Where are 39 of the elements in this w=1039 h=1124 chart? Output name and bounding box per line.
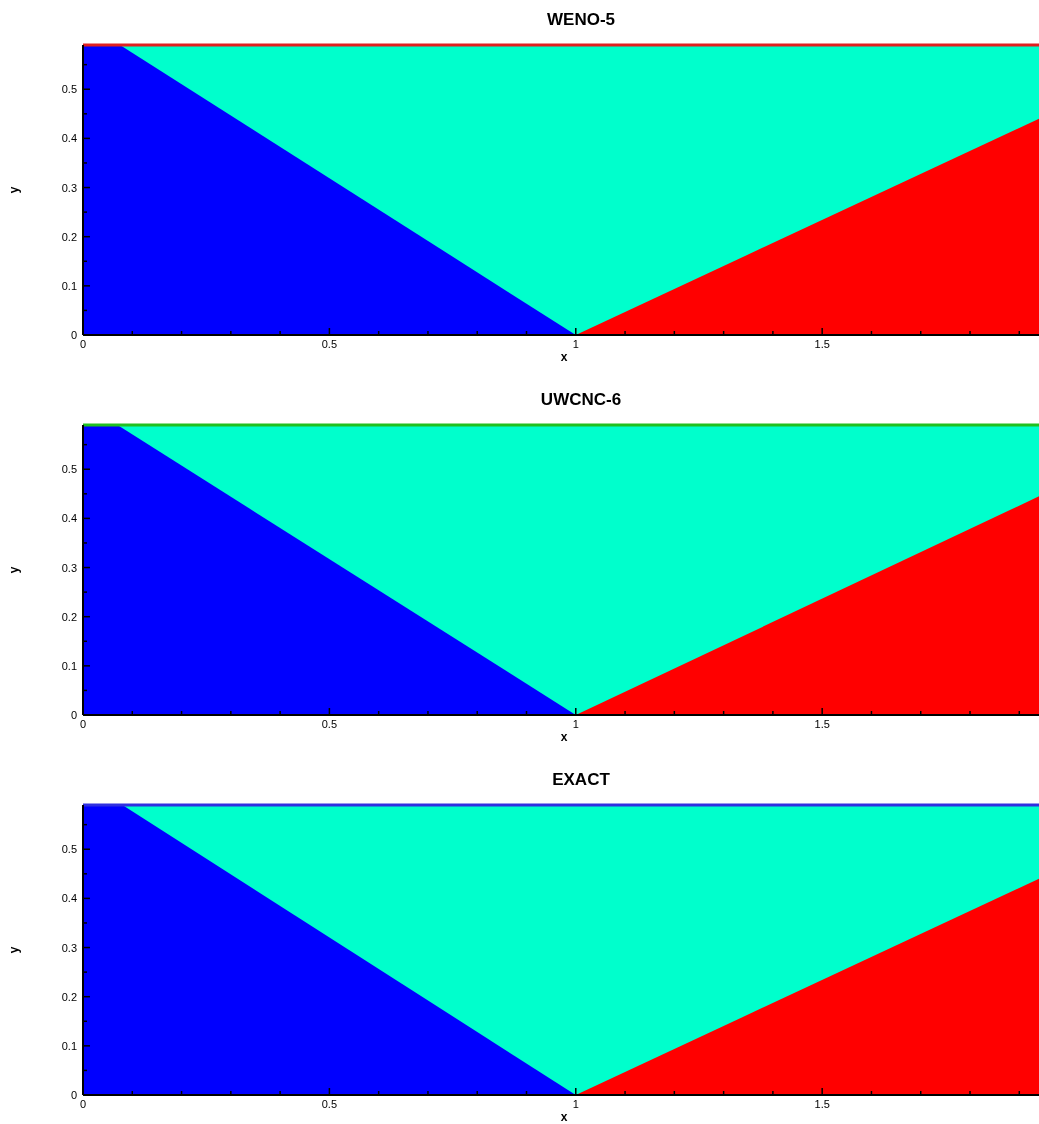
y-tick-label: 0.4: [61, 892, 77, 905]
x-tick-label: 0: [79, 718, 87, 730]
y-tick-label: 0.4: [61, 132, 77, 145]
y-tick-label: 0: [70, 1089, 77, 1101]
x-tick-label: 1.5: [814, 718, 830, 730]
chart-title: WENO-5: [547, 10, 615, 29]
y-tick-label: 0: [70, 329, 77, 341]
y-tick-label: 0.1: [61, 279, 77, 292]
y-tick-label: 0.5: [61, 843, 77, 856]
x-tick-label: 0: [79, 1098, 87, 1110]
x-tick-label: 0.5: [321, 1098, 338, 1110]
x-tick-label: 1.5: [814, 1098, 830, 1110]
x-tick-label: 1: [572, 338, 579, 350]
y-tick-label: 0.1: [61, 1039, 77, 1052]
x-tick-label: 0: [79, 338, 87, 350]
chart-title: EXACT: [552, 770, 611, 789]
x-tick-label: 1: [572, 718, 579, 730]
x-tick-label: 1: [572, 1098, 579, 1110]
y-tick-label: 0.5: [61, 463, 77, 476]
y-tick-label: 0.3: [61, 561, 77, 574]
y-tick-label: 0.1: [61, 659, 77, 672]
y-tick-label: 0.3: [61, 941, 77, 954]
x-axis-title: x: [560, 350, 568, 364]
y-tick-label: 0.3: [61, 181, 77, 194]
y-axis-title: y: [7, 946, 21, 954]
y-axis-title: y: [7, 566, 21, 574]
y-tick-label: 0.5: [61, 83, 77, 96]
x-tick-label: 0.5: [321, 338, 338, 350]
x-tick-label: 1.5: [814, 338, 830, 350]
y-tick-label: 0.2: [61, 230, 77, 243]
y-tick-label: 0: [70, 709, 77, 721]
x-axis-title: x: [560, 1110, 568, 1124]
x-axis-title: x: [560, 730, 568, 744]
y-tick-label: 0.4: [61, 512, 77, 525]
x-tick-label: 0.5: [321, 718, 338, 730]
y-axis-title: y: [7, 186, 21, 194]
y-tick-label: 0.2: [61, 990, 77, 1003]
chart-title: UWCNC-6: [540, 390, 622, 409]
y-tick-label: 0.2: [61, 610, 77, 623]
